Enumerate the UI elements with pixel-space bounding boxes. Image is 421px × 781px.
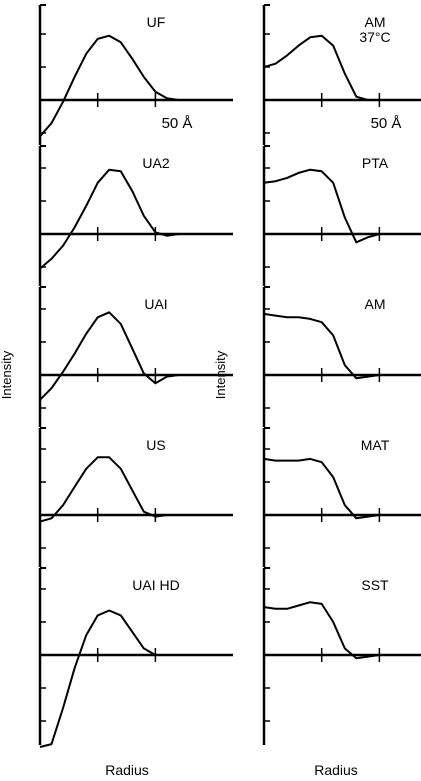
panel-label-5: UAI HD [132, 577, 179, 593]
series-line-6 [263, 34, 414, 101]
panel-label-6: 37°C [359, 29, 390, 45]
series-line-2 [39, 168, 190, 270]
panel-label-9: MAT [361, 437, 390, 453]
series-line-1 [39, 34, 190, 137]
series-line-10 [263, 601, 414, 660]
scale-label-left: 50 Å [162, 115, 193, 132]
series-line-5 [39, 609, 190, 748]
left-x-axis-label: Radius [105, 762, 149, 778]
panel-label-2: UA2 [142, 155, 169, 171]
panel-label-1: UF [147, 14, 166, 30]
series-line-3 [39, 311, 190, 401]
right-x-axis-label: Radius [314, 762, 358, 778]
left-y-axis-label: Intensity [0, 350, 14, 399]
panel-label-3: UAI [144, 296, 167, 312]
scale-label-right: 50 Å [371, 115, 402, 132]
series-line-4 [39, 456, 190, 523]
series-line-7 [263, 168, 414, 244]
panel-label-10: SST [361, 577, 389, 593]
right-y-axis-label: Intensity [213, 350, 228, 399]
series-line-8 [263, 312, 414, 380]
series-line-9 [263, 457, 414, 520]
panel-label-8: AM [365, 296, 386, 312]
panel-label-7: PTA [362, 155, 389, 171]
panel-label-6: AM [365, 14, 386, 30]
panel-label-4: US [146, 437, 165, 453]
